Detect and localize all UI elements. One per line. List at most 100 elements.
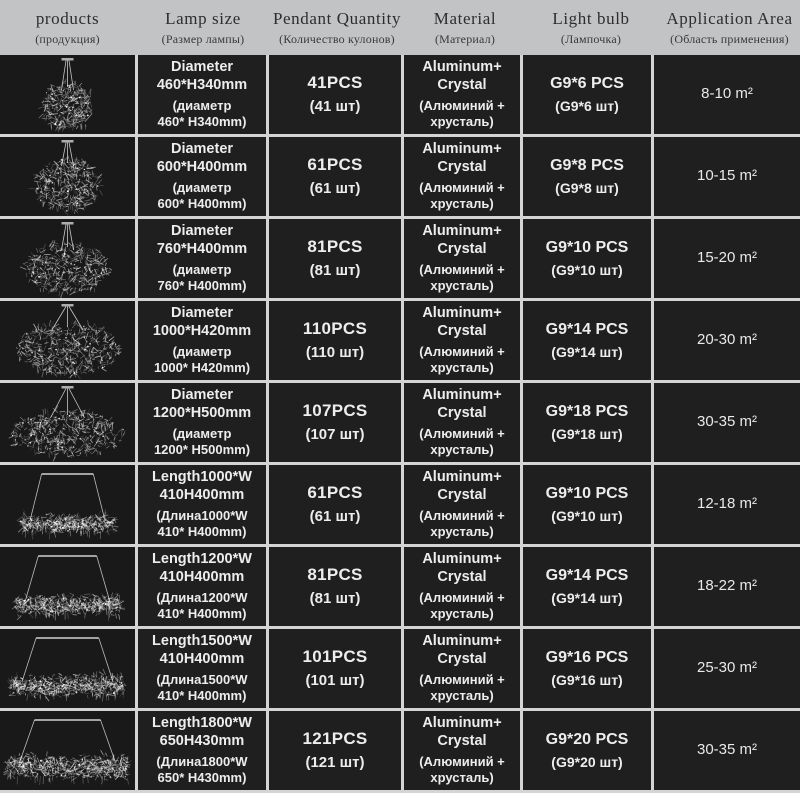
pendant-quantity-cell: 81PCS (81 шт) bbox=[269, 219, 401, 298]
chandelier-image bbox=[16, 304, 122, 380]
chandelier-image bbox=[28, 140, 104, 216]
pendant-quantity-line: 81PCS bbox=[307, 236, 363, 256]
lamp-size-line: 760*H400mm bbox=[156, 240, 248, 257]
lamp-size-line: Diameter bbox=[170, 58, 234, 75]
header-material-en: Material bbox=[433, 9, 497, 28]
light-bulb-line: G9*18 PCS bbox=[545, 403, 629, 421]
product-image-cell bbox=[0, 137, 135, 216]
material-cell: Aluminum+ Crystal (Алюминий + хрусталь) bbox=[404, 137, 520, 216]
header-products: products (продукция) bbox=[0, 8, 135, 47]
light-bulb-line: G9*20 PCS bbox=[545, 731, 629, 749]
material-line: (Алюминий + bbox=[419, 344, 505, 360]
lamp-size-line: 460*H340mm bbox=[156, 76, 248, 93]
material-line: Crystal bbox=[437, 240, 487, 257]
product-image-cell bbox=[0, 55, 135, 134]
table-row: Length1500*W 410H400mm (Длина1500*W 410* H4… bbox=[0, 629, 800, 708]
lamp-size-line: 600* H400mm) bbox=[157, 196, 247, 212]
pendant-quantity-line: 81PCS bbox=[307, 564, 363, 584]
light-bulb-line: G9*10 PCS bbox=[545, 485, 629, 503]
material-line: Aluminum+ bbox=[422, 222, 502, 239]
material-line: хрусталь) bbox=[430, 606, 494, 622]
pendant-quantity-cell: 107PCS (107 шт) bbox=[269, 383, 401, 462]
header-lamp-size-ru: (Размер лампы) bbox=[161, 32, 245, 46]
lamp-size-line: 650* H430mm) bbox=[157, 770, 247, 786]
header-lamp-size-en: Lamp size bbox=[165, 9, 241, 28]
material-cell: Aluminum+ Crystal (Алюминий + хрусталь) bbox=[404, 219, 520, 298]
lamp-size-line: (диаметр bbox=[172, 180, 232, 196]
material-line: Aluminum+ bbox=[422, 550, 502, 567]
header-pendant-quantity-ru: (Количество кулонов) bbox=[279, 32, 395, 46]
application-area-cell: 15-20 m² bbox=[654, 219, 800, 298]
material-line: Crystal bbox=[437, 76, 487, 93]
lamp-size-line: (Длина1800*W bbox=[156, 754, 248, 770]
lamp-size-line: 410H400mm bbox=[159, 568, 245, 585]
application-area-cell: 25-30 m² bbox=[654, 629, 800, 708]
lamp-size-line: 410H400mm bbox=[159, 486, 245, 503]
product-image-cell bbox=[0, 301, 135, 380]
material-cell: Aluminum+ Crystal (Алюминий + хрусталь) bbox=[404, 383, 520, 462]
pendant-quantity-line: (101 шт) bbox=[305, 671, 365, 689]
light-bulb-line: (G9*16 шт) bbox=[551, 671, 623, 688]
light-bulb-line: G9*10 PCS bbox=[545, 239, 629, 257]
lamp-size-cell: Diameter 460*H340mm (диаметр 460* H340mm) bbox=[138, 55, 266, 134]
light-bulb-line: (G9*14 шт) bbox=[551, 589, 623, 606]
material-line: Aluminum+ bbox=[422, 632, 502, 649]
material-line: хрусталь) bbox=[430, 196, 494, 212]
table-row: Length1000*W 410H400mm (Длина1000*W 410* H4… bbox=[0, 465, 800, 544]
material-line: Aluminum+ bbox=[422, 304, 502, 321]
lamp-size-cell: Diameter 1000*H420mm (диаметр 1000* H420mm) bbox=[138, 301, 266, 380]
product-image-cell bbox=[0, 219, 135, 298]
pendant-quantity-line: 107PCS bbox=[302, 400, 368, 420]
lamp-size-line: Diameter bbox=[170, 304, 234, 321]
chandelier-image bbox=[11, 555, 126, 622]
material-line: Crystal bbox=[437, 650, 487, 667]
lamp-size-line: 760* H400mm) bbox=[157, 278, 247, 294]
application-area-value: 8-10 m² bbox=[701, 85, 753, 103]
pendant-quantity-line: (41 шт) bbox=[309, 97, 361, 115]
light-bulb-line: (G9*20 шт) bbox=[551, 753, 623, 770]
pendant-quantity-line: 41PCS bbox=[307, 72, 363, 92]
material-line: Crystal bbox=[437, 732, 487, 749]
material-line: хрусталь) bbox=[430, 524, 494, 540]
material-cell: Aluminum+ Crystal (Алюминий + хрусталь) bbox=[404, 465, 520, 544]
lamp-size-line: Length1000*W bbox=[152, 468, 252, 485]
material-line: Aluminum+ bbox=[422, 140, 502, 157]
light-bulb-cell: G9*10 PCS (G9*10 шт) bbox=[523, 465, 651, 544]
table-row: Length1200*W 410H400mm (Длина1200*W 410* H4… bbox=[0, 547, 800, 626]
chandelier-image bbox=[8, 386, 126, 462]
lamp-size-line: 600*H400mm bbox=[156, 158, 248, 175]
material-line: хрусталь) bbox=[430, 688, 494, 704]
lamp-size-cell: Length1800*W 650H430mm (Длина1800*W 650* H4… bbox=[138, 711, 266, 790]
table-row: Diameter 600*H400mm (диаметр 600* H400mm) 6… bbox=[0, 137, 800, 216]
material-line: Crystal bbox=[437, 486, 487, 503]
lamp-size-line: 410* H400mm) bbox=[157, 688, 247, 704]
lamp-size-cell: Diameter 600*H400mm (диаметр 600* H400mm) bbox=[138, 137, 266, 216]
pendant-quantity-cell: 61PCS (61 шт) bbox=[269, 137, 401, 216]
lamp-size-line: (Длина1200*W bbox=[156, 590, 248, 606]
table-row: Diameter 460*H340mm (диаметр 460* H340mm) 4… bbox=[0, 55, 800, 134]
light-bulb-cell: G9*14 PCS (G9*14 шт) bbox=[523, 547, 651, 626]
chandelier-image bbox=[2, 719, 132, 785]
pendant-quantity-cell: 110PCS (110 шт) bbox=[269, 301, 401, 380]
header-light-bulb-en: Light bulb bbox=[552, 9, 630, 28]
application-area-value: 30-35 m² bbox=[696, 741, 758, 759]
table-row: Length1800*W 650H430mm (Длина1800*W 650* H4… bbox=[0, 711, 800, 790]
pendant-quantity-line: 101PCS bbox=[302, 646, 368, 666]
header-application-area-ru: (Область применения) bbox=[670, 32, 789, 46]
light-bulb-line: (G9*18 шт) bbox=[551, 425, 623, 442]
material-line: Crystal bbox=[437, 158, 487, 175]
pendant-quantity-line: (107 шт) bbox=[305, 425, 365, 443]
table-header: products (продукция) Lamp size (Размер л… bbox=[0, 0, 800, 55]
application-area-value: 18-22 m² bbox=[696, 577, 758, 595]
material-line: Aluminum+ bbox=[422, 58, 502, 75]
product-image-cell bbox=[0, 547, 135, 626]
material-line: хрусталь) bbox=[430, 278, 494, 294]
lamp-size-line: (Длина1500*W bbox=[156, 672, 248, 688]
product-image-cell bbox=[0, 465, 135, 544]
chandelier-image bbox=[16, 473, 119, 540]
lamp-size-cell: Length1500*W 410H400mm (Длина1500*W 410* H4… bbox=[138, 629, 266, 708]
header-lamp-size: Lamp size (Размер лампы) bbox=[139, 8, 267, 47]
light-bulb-line: G9*6 PCS bbox=[550, 75, 624, 93]
header-products-en: products bbox=[35, 9, 100, 28]
